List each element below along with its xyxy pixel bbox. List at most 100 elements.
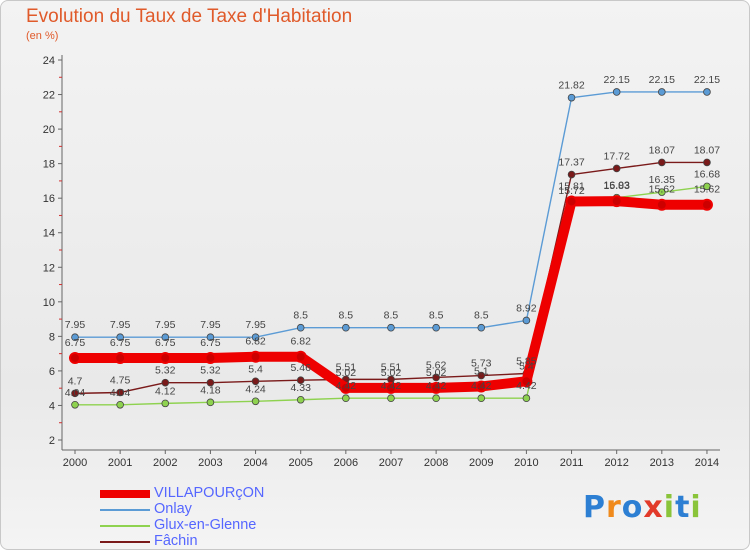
data-label-1: 7.95 [110, 319, 131, 331]
logo-letter: i [690, 490, 702, 525]
data-label-0: 6.82 [245, 336, 266, 348]
x-tick-label: 2007 [379, 457, 403, 469]
data-label-1: 8.5 [339, 310, 354, 322]
data-label-0: 5.02 [426, 367, 447, 379]
data-label-3: 5.85 [516, 356, 537, 368]
data-label-1: 8.5 [474, 310, 489, 322]
data-label-2: 4.42 [471, 380, 492, 392]
data-label-3: 5.62 [426, 359, 447, 371]
y-tick-label: 24 [43, 55, 55, 67]
x-tick-label: 2004 [243, 457, 267, 469]
series-point-3 [161, 378, 170, 387]
data-label-0: 15.62 [694, 184, 720, 196]
series-point-2 [161, 399, 170, 408]
x-tick-label: 2001 [108, 457, 132, 469]
series-point-3 [71, 389, 79, 398]
data-label-0: 15.83 [604, 180, 630, 192]
data-label-3: 5.4 [248, 363, 263, 375]
data-label-1: 7.95 [155, 319, 176, 331]
data-label-2: 4.18 [200, 384, 221, 396]
series-point-0 [565, 195, 578, 208]
y-tick-label: 4 [49, 400, 55, 412]
y-tick-label: 12 [43, 262, 55, 274]
data-label-0: 15.81 [558, 180, 584, 192]
series-point-2 [296, 395, 305, 404]
series-point-2 [658, 188, 666, 196]
data-label-1: 7.95 [245, 319, 266, 331]
series-point-2 [432, 394, 440, 403]
x-tick-label: 2008 [424, 457, 448, 469]
legend-label: Onlay [154, 501, 192, 517]
data-label-2: 4.42 [516, 380, 537, 392]
data-label-1: 22.15 [604, 74, 630, 86]
y-tick-label: 22 [43, 90, 55, 102]
series-point-0 [700, 198, 713, 211]
data-label-2: 4.04 [65, 387, 86, 399]
data-label-3: 17.72 [604, 150, 630, 162]
series-line-1 [74, 91, 708, 338]
data-label-3: 5.32 [200, 365, 221, 377]
series-point-0 [204, 351, 217, 364]
proxiti-logo: Proxiti [583, 490, 702, 525]
series-point-1 [296, 323, 305, 332]
data-label-3: 5.32 [155, 365, 176, 377]
series-point-0 [114, 351, 127, 364]
data-label-3: 5.51 [336, 361, 357, 373]
y-tick-label: 20 [43, 124, 55, 136]
series-point-0 [294, 350, 307, 363]
x-tick-label: 2013 [650, 457, 674, 469]
data-label-2: 4.12 [155, 385, 176, 397]
series-point-2 [703, 182, 711, 191]
series-point-3 [658, 158, 666, 167]
data-label-1: 22.15 [694, 74, 720, 86]
series-point-1 [116, 333, 124, 342]
data-label-3: 5.73 [471, 358, 492, 370]
series-point-1 [477, 323, 486, 332]
data-label-3: 5.51 [381, 361, 402, 373]
series-point-3 [432, 373, 440, 382]
series-point-0 [249, 350, 262, 363]
series-point-0 [655, 198, 668, 211]
legend-swatch [100, 541, 150, 543]
series-point-2 [251, 397, 260, 406]
x-tick-label: 2005 [288, 457, 312, 469]
series-point-2 [342, 394, 350, 403]
data-label-3: 4.7 [68, 375, 83, 387]
series-point-0 [475, 380, 488, 393]
data-label-1: 8.5 [429, 310, 444, 322]
series-point-0 [384, 381, 397, 394]
logo-letter: x [643, 490, 664, 525]
data-label-2: 4.24 [245, 383, 266, 395]
series-point-3 [567, 170, 576, 179]
series-point-2 [71, 400, 79, 409]
x-tick-label: 2002 [153, 457, 177, 469]
data-label-0: 15.62 [649, 184, 675, 196]
series-point-1 [71, 333, 79, 342]
data-label-2: 16.03 [604, 180, 630, 192]
x-tick-label: 2006 [334, 457, 358, 469]
y-tick-label: 16 [43, 193, 55, 205]
legend-label: VILLAPOURçON [154, 485, 265, 501]
series-point-1 [342, 323, 350, 332]
legend-label: Glux-en-Glenne [154, 517, 257, 533]
logo-letter: i [663, 490, 676, 525]
series-point-2 [522, 394, 531, 403]
x-tick-label: 2014 [695, 457, 719, 469]
y-tick-label: 10 [43, 297, 55, 309]
series-point-1 [206, 333, 215, 342]
data-label-1: 8.5 [384, 310, 399, 322]
data-label-0: 6.82 [290, 336, 311, 348]
x-tick-label: 2010 [514, 457, 538, 469]
data-label-0: 6.75 [65, 337, 86, 349]
legend-swatch [100, 525, 150, 527]
series-point-3 [251, 377, 260, 386]
data-label-1: 8.5 [293, 310, 308, 322]
series-point-0 [69, 351, 81, 364]
series-point-1 [658, 88, 666, 96]
data-label-0: 6.75 [200, 337, 221, 349]
series-point-1 [387, 323, 395, 332]
series-point-0 [610, 195, 623, 208]
legend-label: Fâchin [154, 533, 198, 549]
x-tick-label: 2012 [604, 457, 628, 469]
